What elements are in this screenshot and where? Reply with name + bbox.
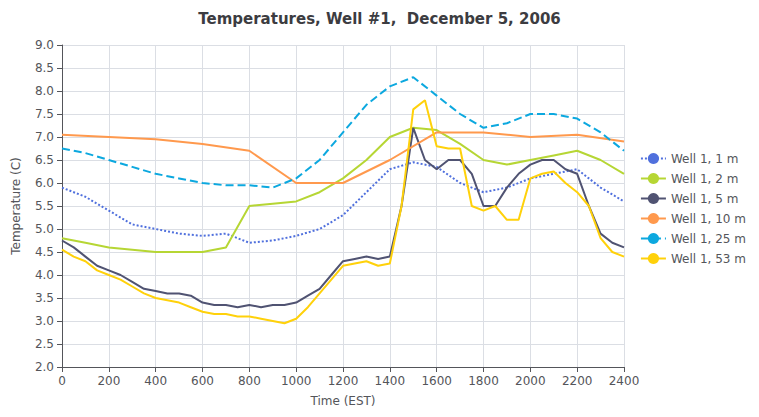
svg-text:6.5: 6.5 (35, 153, 54, 167)
svg-text:Well 1, 10 m: Well 1, 10 m (671, 212, 746, 226)
svg-text:400: 400 (144, 374, 167, 388)
svg-text:600: 600 (191, 374, 214, 388)
svg-text:5.0: 5.0 (35, 222, 54, 236)
svg-text:8.5: 8.5 (35, 61, 54, 75)
svg-text:1000: 1000 (281, 374, 312, 388)
svg-text:Well 1, 2 m: Well 1, 2 m (671, 172, 738, 186)
svg-text:2.5: 2.5 (35, 337, 54, 351)
svg-text:0: 0 (58, 374, 66, 388)
svg-text:6.0: 6.0 (35, 176, 54, 190)
svg-text:1400: 1400 (375, 374, 406, 388)
svg-text:3.0: 3.0 (35, 314, 54, 328)
svg-text:1200: 1200 (328, 374, 359, 388)
svg-text:8.0: 8.0 (35, 84, 54, 98)
svg-text:2000: 2000 (515, 374, 546, 388)
svg-text:Time (EST): Time (EST) (309, 394, 375, 408)
svg-text:1800: 1800 (468, 374, 499, 388)
svg-text:800: 800 (238, 374, 261, 388)
svg-text:7.0: 7.0 (35, 130, 54, 144)
svg-text:Well 1, 5 m: Well 1, 5 m (671, 192, 738, 206)
svg-text:1600: 1600 (421, 374, 452, 388)
svg-text:4.0: 4.0 (35, 268, 54, 282)
svg-text:3.5: 3.5 (35, 291, 54, 305)
svg-text:2200: 2200 (562, 374, 593, 388)
svg-text:2400: 2400 (609, 374, 640, 388)
svg-text:4.5: 4.5 (35, 245, 54, 259)
svg-text:200: 200 (97, 374, 120, 388)
svg-text:Temperature (C): Temperature (C) (9, 157, 23, 256)
svg-text:5.5: 5.5 (35, 199, 54, 213)
svg-text:Well 1, 53 m: Well 1, 53 m (671, 252, 746, 266)
svg-text:Temperatures, Well #1, Decemb: Temperatures, Well #1, December 5, 2006 (198, 10, 561, 28)
svg-text:Well 1, 25 m: Well 1, 25 m (671, 232, 746, 246)
svg-text:9.0: 9.0 (35, 38, 54, 52)
svg-text:7.5: 7.5 (35, 107, 54, 121)
svg-text:2.0: 2.0 (35, 360, 54, 374)
svg-text:Well 1, 1 m: Well 1, 1 m (671, 152, 738, 166)
